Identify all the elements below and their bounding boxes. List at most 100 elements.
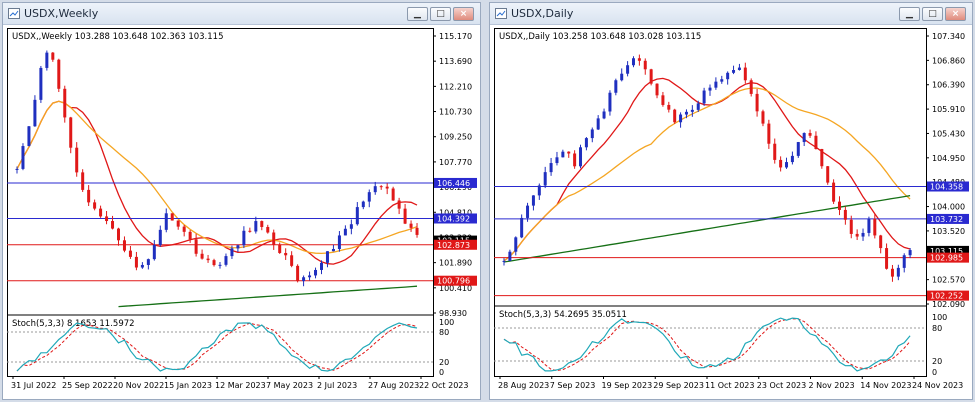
candle-body bbox=[873, 218, 877, 236]
candlestick bbox=[708, 84, 712, 96]
candle-body bbox=[355, 207, 359, 225]
candle-body bbox=[690, 109, 694, 112]
price-level-tag-bg bbox=[927, 245, 969, 256]
candle-body bbox=[843, 209, 847, 220]
candlestick bbox=[302, 275, 306, 287]
candlestick bbox=[637, 54, 641, 66]
candle-body bbox=[51, 52, 55, 60]
candle-body bbox=[361, 201, 365, 208]
candle-body bbox=[176, 220, 180, 227]
candle-body bbox=[325, 251, 329, 263]
candlestick bbox=[543, 166, 547, 189]
candlestick bbox=[51, 52, 55, 62]
candlestick bbox=[526, 202, 530, 222]
date-axis-label: 2 Nov 2023 bbox=[809, 381, 855, 390]
candlestick bbox=[272, 229, 276, 250]
candle-body bbox=[626, 65, 630, 74]
candle-body bbox=[790, 155, 794, 163]
candle-body bbox=[242, 230, 246, 246]
weekly-window-title: USDX,Weekly bbox=[24, 7, 99, 20]
chart-header-ohlc: USDX,,Daily 103.258 103.648 103.028 103.… bbox=[499, 32, 701, 42]
candlestick bbox=[290, 251, 294, 268]
candle-body bbox=[767, 123, 771, 144]
candlestick bbox=[152, 240, 156, 261]
candle-body bbox=[337, 235, 341, 249]
candle-body bbox=[567, 151, 571, 154]
price-level-tag: 103.115 bbox=[927, 245, 969, 256]
candlestick bbox=[826, 165, 830, 185]
candlestick bbox=[397, 197, 401, 215]
candle-body bbox=[526, 205, 530, 218]
daily-price-chart[interactable]: USDX,,Daily 103.258 103.648 103.028 103.… bbox=[494, 28, 970, 396]
price-level-tag-text: 102.873 bbox=[437, 241, 470, 250]
price-level-tag-text: 103.115 bbox=[930, 247, 963, 256]
candle-body bbox=[379, 186, 383, 188]
candle-body bbox=[861, 232, 865, 237]
candlestick bbox=[75, 142, 79, 177]
candle-body bbox=[373, 186, 377, 193]
candlestick bbox=[248, 227, 252, 233]
price-axis-label: 102.570 bbox=[932, 276, 965, 285]
candle-body bbox=[514, 237, 518, 252]
candle-body bbox=[260, 221, 264, 227]
candlestick bbox=[81, 169, 85, 192]
candle-body bbox=[531, 195, 535, 206]
candlestick bbox=[87, 185, 91, 207]
candlestick bbox=[266, 224, 270, 234]
slow-ma-line bbox=[503, 194, 911, 263]
candlestick bbox=[802, 132, 806, 147]
candle-body bbox=[122, 240, 126, 251]
candle-body bbox=[27, 126, 31, 147]
price-axis-label: 112.210 bbox=[439, 82, 472, 91]
candlestick bbox=[867, 216, 871, 237]
candle-body bbox=[661, 95, 665, 105]
candlestick bbox=[200, 249, 204, 260]
fast-ma-line bbox=[16, 100, 418, 265]
candle-body bbox=[349, 224, 353, 229]
candle-body bbox=[164, 213, 168, 230]
candle-body bbox=[302, 277, 306, 282]
candlestick bbox=[188, 230, 192, 243]
candle-body bbox=[637, 58, 641, 61]
candlestick bbox=[254, 216, 258, 234]
candlestick bbox=[27, 126, 31, 147]
stoch-scale-label: 80 bbox=[439, 328, 449, 337]
weekly-chart-window[interactable]: USDX,Weekly ▁ □ × USDX,,Weekly 103.288 1… bbox=[2, 2, 481, 400]
candle-body bbox=[284, 252, 288, 256]
price-axis-label: 110.730 bbox=[439, 108, 472, 117]
weekly-price-chart[interactable]: USDX,,Weekly 103.288 103.648 102.363 103… bbox=[7, 28, 478, 396]
maximize-button[interactable]: □ bbox=[922, 7, 943, 21]
candlestick bbox=[105, 211, 109, 225]
candle-body bbox=[885, 248, 889, 269]
close-button[interactable]: × bbox=[945, 7, 966, 21]
candle-body bbox=[343, 228, 347, 236]
candlestick bbox=[790, 151, 794, 165]
weekly-title-bar[interactable]: USDX,Weekly ▁ □ × bbox=[3, 3, 480, 25]
minimize-button[interactable]: ▁ bbox=[407, 7, 428, 21]
close-button[interactable]: × bbox=[453, 7, 474, 21]
minimize-button[interactable]: ▁ bbox=[899, 7, 920, 21]
candlestick bbox=[896, 264, 900, 281]
candle-body bbox=[720, 79, 724, 82]
price-level-tag-text: 104.392 bbox=[437, 214, 470, 223]
candlestick bbox=[602, 108, 606, 120]
candlestick bbox=[236, 244, 240, 252]
candle-body bbox=[397, 200, 401, 209]
candlestick bbox=[212, 258, 216, 267]
candle-body bbox=[667, 104, 671, 110]
maximize-button[interactable]: □ bbox=[430, 7, 451, 21]
candlestick bbox=[320, 260, 323, 275]
candlestick bbox=[814, 131, 818, 150]
stoch-scale-label: 100 bbox=[932, 313, 947, 322]
candlestick bbox=[218, 262, 222, 269]
price-axis-label: 106.860 bbox=[932, 56, 965, 65]
daily-title-bar[interactable]: USDX,Daily ▁ □ × bbox=[490, 3, 972, 25]
candlestick bbox=[122, 236, 126, 253]
candle-body bbox=[596, 118, 600, 130]
candlestick bbox=[33, 95, 37, 127]
candle-body bbox=[579, 147, 583, 167]
price-level-tag-text: 102.985 bbox=[930, 254, 963, 263]
candle-body bbox=[814, 135, 818, 149]
candlestick bbox=[514, 236, 518, 256]
daily-chart-window[interactable]: USDX,Daily ▁ □ × USDX,,Daily 103.258 103… bbox=[489, 2, 973, 400]
